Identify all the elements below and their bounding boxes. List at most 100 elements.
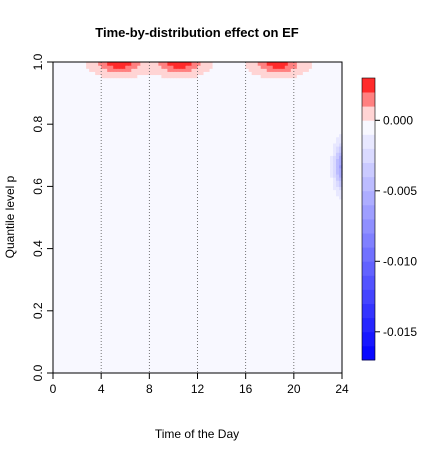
heatmap-cell: [311, 270, 316, 275]
heatmap-cell: [65, 338, 69, 343]
heatmap-cell: [95, 298, 99, 303]
heatmap-cell: [245, 335, 250, 340]
heatmap-cell: [71, 242, 75, 247]
heatmap-cell: [101, 357, 105, 362]
heatmap-cell: [179, 323, 184, 327]
heatmap-cell: [248, 254, 253, 259]
heatmap-cell: [287, 366, 292, 371]
heatmap-cell: [335, 329, 340, 334]
heatmap-cell: [326, 279, 331, 284]
heatmap-cell: [311, 310, 316, 315]
heatmap-cell: [191, 251, 196, 256]
heatmap-cell: [191, 236, 196, 240]
heatmap-cell: [281, 363, 286, 368]
heatmap-cell: [128, 357, 132, 362]
heatmap-cell: [176, 307, 181, 312]
heatmap-cell: [251, 292, 256, 296]
heatmap-cell: [326, 351, 331, 355]
heatmap-cell: [302, 317, 307, 321]
heatmap-cell: [62, 313, 66, 318]
heatmap-cell: [152, 257, 156, 262]
heatmap-cell: [251, 341, 256, 346]
heatmap-cell: [119, 273, 123, 278]
heatmap-cell: [176, 245, 181, 250]
heatmap-cell: [218, 307, 223, 312]
heatmap-cell: [95, 229, 99, 234]
heatmap-cell: [248, 338, 253, 343]
heatmap-cell: [53, 369, 57, 374]
heatmap-cell: [89, 220, 93, 225]
heatmap-cell: [248, 313, 253, 318]
heatmap-cell: [113, 226, 117, 231]
heatmap-cell: [164, 310, 168, 315]
heatmap-cell: [143, 348, 147, 352]
heatmap-cell: [242, 357, 247, 362]
heatmap-cell: [185, 245, 190, 250]
heatmap-cell: [59, 270, 63, 275]
heatmap-cell: [275, 360, 280, 365]
heatmap-cell: [278, 298, 283, 303]
heatmap-cell: [326, 270, 331, 275]
heatmap-cell: [251, 257, 256, 262]
heatmap-cell: [107, 298, 111, 303]
heatmap-cell: [227, 279, 232, 284]
heatmap-cell: [275, 264, 280, 268]
heatmap-cell: [62, 214, 66, 219]
heatmap-cell: [200, 298, 205, 303]
heatmap-cell: [170, 282, 175, 287]
heatmap-cell: [143, 326, 147, 331]
heatmap-cell: [98, 239, 102, 243]
heatmap-cell: [227, 217, 232, 222]
heatmap-cell: [245, 351, 250, 355]
heatmap-cell: [218, 233, 223, 237]
heatmap-cell: [218, 310, 223, 315]
heatmap-cell: [182, 338, 187, 343]
heatmap-cell: [206, 301, 211, 306]
heatmap-cell: [227, 304, 232, 309]
heatmap-cell: [272, 220, 277, 225]
heatmap-cell: [59, 326, 63, 331]
heatmap-cell: [260, 214, 265, 219]
heatmap-cell: [236, 335, 241, 340]
heatmap-cell: [158, 217, 162, 222]
heatmap-cell: [119, 307, 123, 312]
heatmap-cell: [338, 282, 343, 287]
heatmap-cell: [308, 242, 313, 247]
heatmap-cell: [176, 285, 181, 290]
heatmap-cell: [98, 348, 102, 352]
heatmap-cell: [305, 310, 310, 315]
heatmap-cell: [59, 229, 63, 234]
heatmap-cell: [104, 357, 108, 362]
heatmap-cell: [185, 233, 190, 237]
heatmap-cell: [65, 357, 69, 362]
heatmap-cell: [179, 348, 184, 352]
heatmap-cell: [287, 320, 292, 324]
heatmap-cell: [287, 214, 292, 219]
heatmap-cell: [266, 226, 271, 231]
heatmap-cell: [197, 351, 202, 355]
heatmap-cell: [257, 279, 262, 284]
heatmap-cell: [296, 307, 301, 312]
heatmap-cell: [62, 220, 66, 225]
heatmap-cell: [125, 233, 129, 237]
heatmap-cell: [236, 254, 241, 259]
heatmap-cell: [290, 254, 295, 259]
heatmap-cell: [107, 220, 111, 225]
heatmap-cell: [248, 279, 253, 284]
heatmap-cell: [125, 369, 129, 374]
heatmap-cell: [131, 366, 135, 371]
heatmap-cell: [68, 369, 72, 374]
heatmap-cell: [314, 310, 319, 315]
heatmap-cell: [71, 273, 75, 278]
heatmap-cell: [167, 295, 172, 299]
heatmap-cell: [248, 360, 253, 365]
heatmap-cell: [92, 251, 96, 256]
heatmap-cell: [290, 239, 295, 243]
heatmap-cell: [323, 236, 328, 240]
heatmap-cell: [275, 257, 280, 262]
heatmap-cell: [203, 217, 208, 222]
heatmap-cell: [74, 317, 78, 321]
heatmap-cell: [53, 236, 57, 240]
heatmap-cell: [140, 366, 144, 371]
heatmap-cell: [194, 254, 199, 259]
